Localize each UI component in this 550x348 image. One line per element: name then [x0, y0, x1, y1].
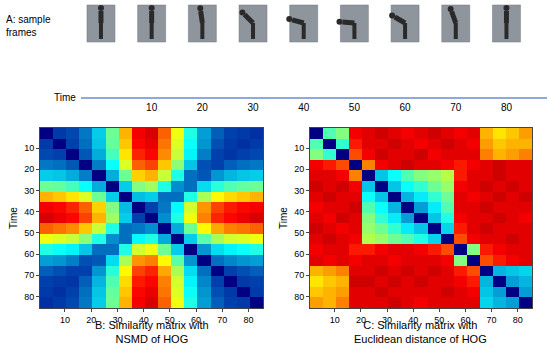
svg-text:30: 30 — [24, 186, 34, 196]
svg-text:40: 40 — [139, 315, 149, 325]
svg-text:60: 60 — [294, 249, 304, 259]
svg-text:30: 30 — [294, 186, 304, 196]
svg-text:B: Similarity matrix withNSMD: B: Similarity matrix withNSMD of HOG — [95, 319, 209, 345]
svg-text:A: sampleframes: A: sampleframes — [6, 14, 51, 38]
svg-text:50: 50 — [349, 102, 361, 113]
svg-text:10: 10 — [24, 143, 34, 153]
svg-text:50: 50 — [294, 228, 304, 238]
svg-text:80: 80 — [244, 315, 254, 325]
svg-text:50: 50 — [434, 315, 444, 325]
svg-text:70: 70 — [217, 315, 227, 325]
svg-text:20: 20 — [24, 164, 34, 174]
svg-text:10: 10 — [294, 143, 304, 153]
svg-text:40: 40 — [294, 207, 304, 217]
svg-text:80: 80 — [294, 292, 304, 302]
svg-text:70: 70 — [24, 270, 34, 280]
svg-text:30: 30 — [247, 102, 259, 113]
svg-text:20: 20 — [86, 315, 96, 325]
svg-text:Time: Time — [54, 92, 76, 103]
svg-text:20: 20 — [197, 102, 209, 113]
svg-text:60: 60 — [191, 315, 201, 325]
svg-text:30: 30 — [112, 315, 122, 325]
svg-text:70: 70 — [450, 102, 462, 113]
svg-text:20: 20 — [294, 164, 304, 174]
svg-text:20: 20 — [356, 315, 366, 325]
svg-text:10: 10 — [146, 102, 158, 113]
svg-text:C: Similarity matrix withEucli: C: Similarity matrix withEuclidean dista… — [354, 319, 487, 345]
svg-text:10: 10 — [60, 315, 70, 325]
svg-text:Time: Time — [278, 207, 289, 229]
svg-text:10: 10 — [330, 315, 340, 325]
svg-text:60: 60 — [400, 102, 412, 113]
svg-text:70: 70 — [487, 315, 497, 325]
svg-text:80: 80 — [501, 102, 513, 113]
svg-text:60: 60 — [460, 315, 470, 325]
svg-text:30: 30 — [382, 315, 392, 325]
svg-text:40: 40 — [298, 102, 310, 113]
svg-text:40: 40 — [24, 207, 34, 217]
svg-text:80: 80 — [24, 292, 34, 302]
svg-text:60: 60 — [24, 249, 34, 259]
svg-text:70: 70 — [294, 270, 304, 280]
svg-text:50: 50 — [165, 315, 175, 325]
svg-text:50: 50 — [24, 228, 34, 238]
svg-text:80: 80 — [513, 315, 523, 325]
svg-text:40: 40 — [408, 315, 418, 325]
svg-text:Time: Time — [8, 207, 19, 229]
